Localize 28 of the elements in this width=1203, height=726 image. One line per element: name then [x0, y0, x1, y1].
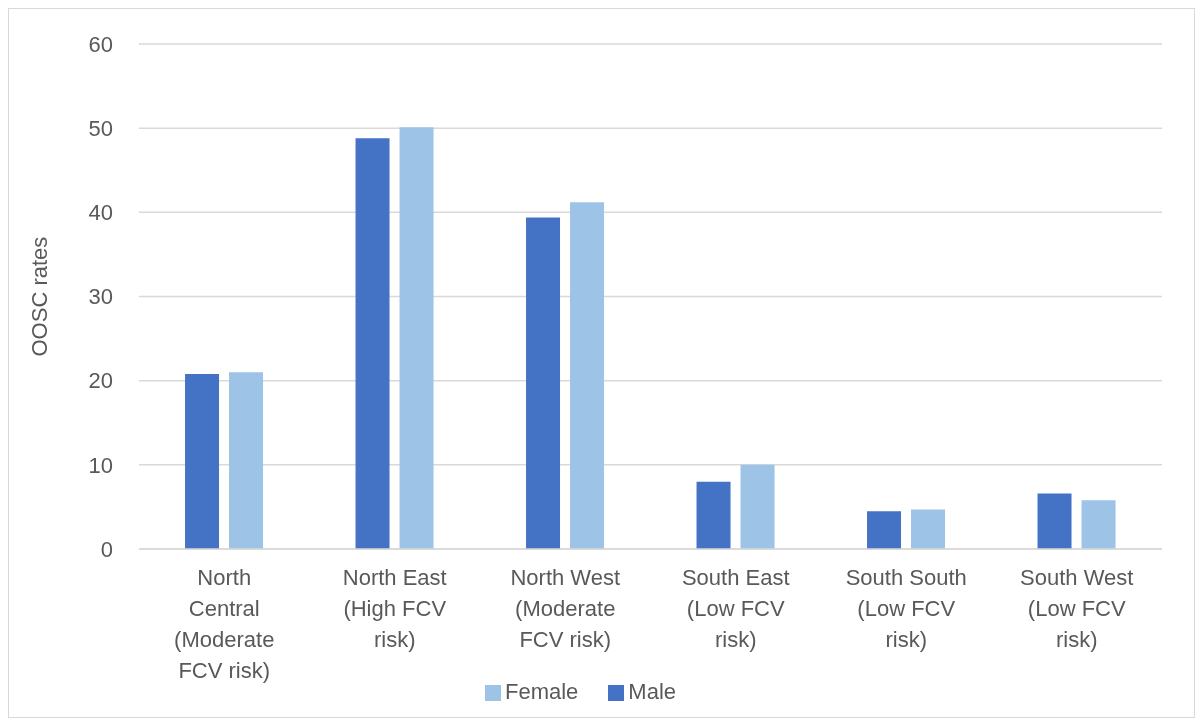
x-tick-label: North West (Moderate FCV risk) [510, 565, 621, 652]
bar [229, 372, 264, 549]
y-tick-label: 30 [88, 284, 113, 310]
x-tick-label: North East (High FCV risk) [342, 565, 447, 652]
bar [740, 464, 775, 549]
y-axis-title: OOSC rates [26, 236, 52, 357]
x-tick-label: North Central (Moderate FCV risk) [174, 565, 275, 683]
x-tick-label: South West (Low FCV risk) [1020, 565, 1134, 652]
legend-label: Female [504, 679, 579, 704]
bar [1037, 493, 1072, 549]
bar [355, 138, 390, 549]
bar [399, 127, 434, 549]
x-tick-label: South South (Low FCV risk) [845, 565, 967, 652]
bar [185, 373, 220, 549]
x-tick-label: South East (Low FCV risk) [681, 565, 790, 652]
y-tick-label: 40 [88, 200, 113, 226]
y-tick-label: 20 [88, 368, 113, 394]
y-tick-label: 50 [88, 115, 113, 141]
bar [526, 217, 561, 549]
y-tick-label: 60 [88, 31, 113, 57]
bar [867, 511, 902, 549]
bar [570, 202, 605, 549]
legend-label: Male [628, 679, 677, 704]
y-tick-label: 10 [88, 452, 113, 478]
bar [696, 481, 731, 549]
bar [911, 509, 946, 549]
bar [1081, 500, 1116, 549]
y-tick-label: 0 [100, 536, 113, 562]
